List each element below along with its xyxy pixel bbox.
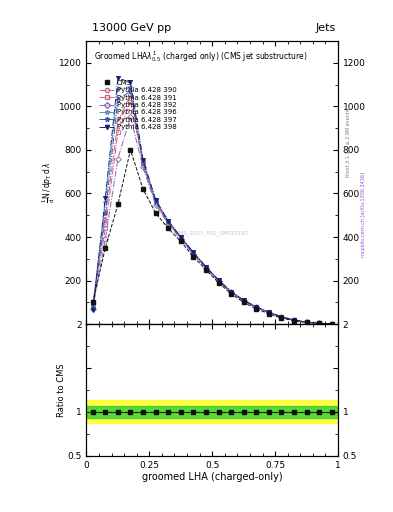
Legend: CMS, Pythia 6.428 390, Pythia 6.428 391, Pythia 6.428 392, Pythia 6.428 396, Pyt: CMS, Pythia 6.428 390, Pythia 6.428 391,… [97,78,178,132]
Y-axis label: $\mathrm{\frac{1}{d}N\,/\,d}p_\mathrm{T}\,\mathrm{d}\,\lambda$: $\mathrm{\frac{1}{d}N\,/\,d}p_\mathrm{T}… [41,162,57,203]
Text: 13000 GeV pp: 13000 GeV pp [92,23,171,33]
Bar [86,400,338,423]
X-axis label: groomed LHA (charged-only): groomed LHA (charged-only) [142,472,283,482]
Text: Rivet 3.1.10, ≥ 2.8M events: Rivet 3.1.10, ≥ 2.8M events [345,109,350,178]
Text: Jets: Jets [316,23,336,33]
Text: mcplots.cern.ch [arXiv:1306.3436]: mcplots.cern.ch [arXiv:1306.3436] [361,173,366,258]
Bar [86,406,338,418]
Text: CMS_2021_PAS_SMP20187: CMS_2021_PAS_SMP20187 [176,231,249,237]
Y-axis label: Ratio to CMS: Ratio to CMS [57,363,66,417]
Text: Groomed LHA$\lambda^{1}_{0.5}$ (charged only) (CMS jet substructure): Groomed LHA$\lambda^{1}_{0.5}$ (charged … [94,50,308,65]
